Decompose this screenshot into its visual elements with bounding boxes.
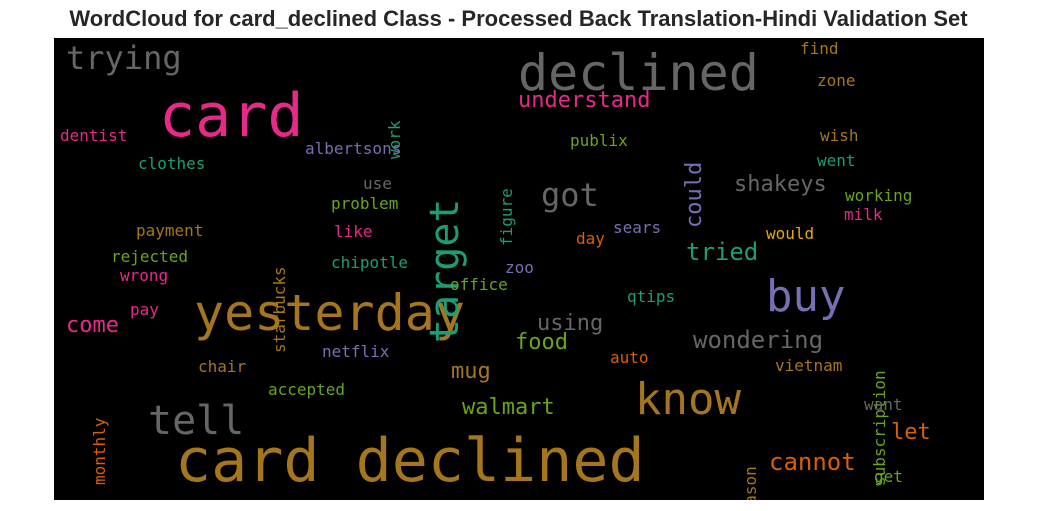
word-could: could [682, 161, 707, 228]
word-wish: wish [820, 126, 859, 145]
word-working: working [845, 186, 913, 205]
word-chair: chair [198, 357, 247, 376]
word-card-declined: card declined [175, 426, 645, 496]
word-cannot: cannot [769, 448, 856, 476]
word-problem: problem [331, 194, 399, 213]
word-got: got [541, 176, 599, 214]
word-card: card [159, 81, 304, 151]
word-figure: figure [497, 188, 516, 246]
word-monthly: monthly [90, 417, 109, 485]
chart-title: WordCloud for card_declined Class - Proc… [69, 6, 968, 31]
word-publix: publix [570, 131, 628, 150]
word-payment: payment [136, 221, 204, 240]
word-use: use [363, 174, 392, 193]
word-want: want [864, 395, 903, 414]
word-target: target [422, 198, 468, 344]
word-milk: milk [844, 205, 883, 224]
word-mug: mug [451, 359, 491, 384]
word-understand: understand [518, 88, 651, 113]
word-dentist: dentist [60, 126, 128, 145]
word-tried: tried [686, 238, 759, 266]
word-declined: declined [518, 44, 759, 102]
word-tell: tell [148, 398, 245, 444]
word-vietnam: vietnam [775, 356, 843, 375]
word-sears: sears [613, 218, 662, 237]
word-food: food [515, 330, 568, 355]
word-qtips: qtips [627, 287, 676, 306]
word-clothes: clothes [138, 154, 206, 173]
word-auto: auto [610, 348, 649, 367]
word-zone: zone [817, 71, 856, 90]
word-like: like [334, 222, 373, 241]
word-come: come [66, 313, 119, 338]
word-cloud-canvas: card declined yesterday card declined bu… [54, 38, 984, 500]
word-know: know [635, 374, 741, 425]
word-would: would [766, 224, 815, 243]
word-yesterday: yesterday [194, 284, 465, 342]
word-rejected: rejected [111, 247, 189, 266]
word-accepted: accepted [268, 380, 346, 399]
word-wrong: wrong [120, 266, 169, 285]
word-let: let [891, 420, 931, 445]
word-starbucks: starbucks [270, 266, 289, 353]
word-albertsons: albertsons [305, 139, 402, 158]
word-netflix: netflix [322, 342, 390, 361]
word-shakeys: shakeys [734, 172, 827, 197]
word-chipotle: chipotle [331, 253, 409, 272]
word-day: day [576, 229, 605, 248]
word-buy: buy [766, 271, 846, 322]
word-get: get [874, 467, 903, 486]
word-wondering: wondering [693, 326, 824, 354]
word-trying: trying [66, 39, 182, 77]
word-zoo: zoo [505, 258, 534, 277]
word-office: office [450, 275, 508, 294]
word-walmart: walmart [462, 395, 555, 420]
word-find: find [800, 39, 839, 58]
word-pay: pay [130, 300, 159, 319]
word-went: went [817, 151, 856, 170]
word-reason: reason [741, 466, 760, 500]
word-using: using [537, 311, 604, 336]
